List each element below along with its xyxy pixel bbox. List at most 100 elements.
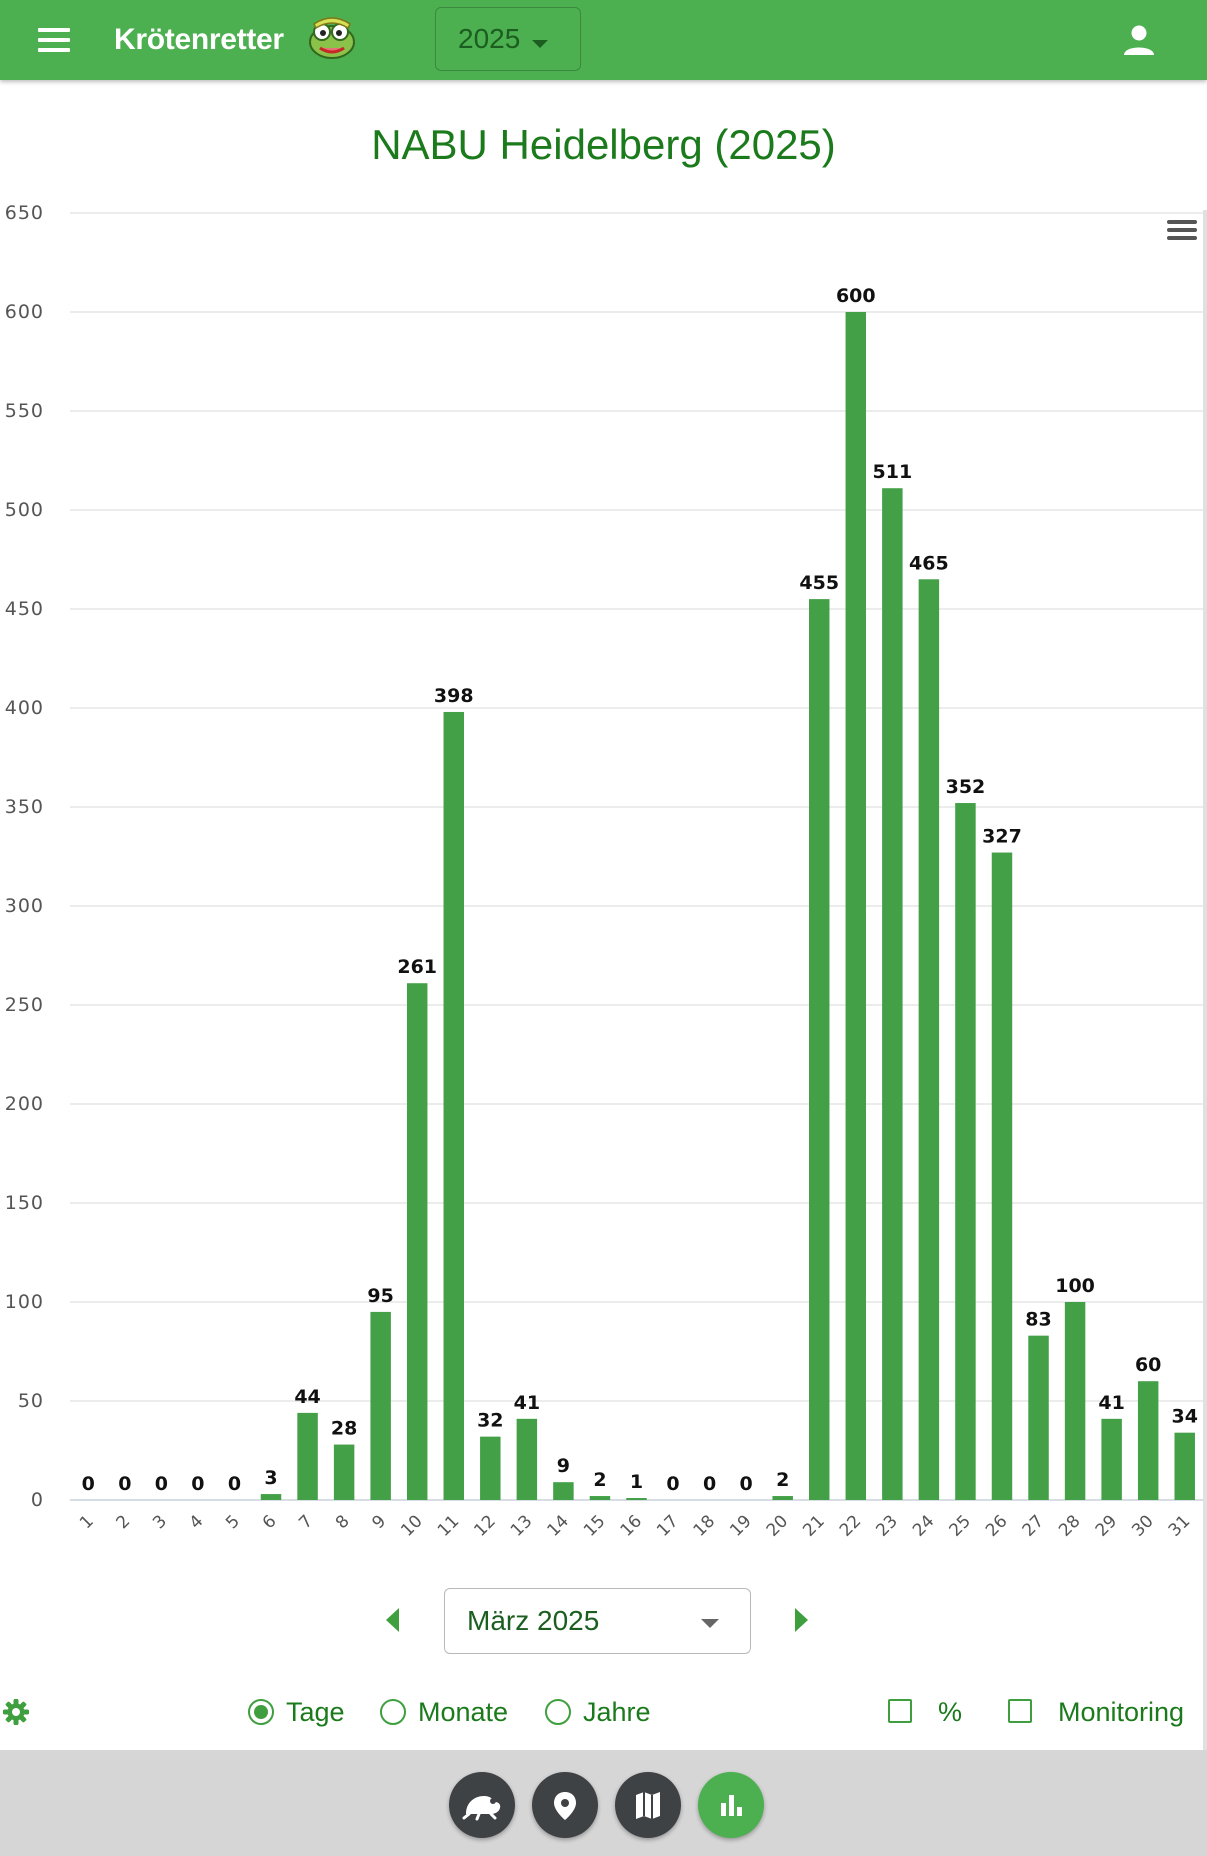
x-tick-label: 13 [507, 1511, 536, 1540]
radio-jahre-indicator[interactable] [545, 1699, 571, 1725]
data-label: 41 [514, 1392, 540, 1414]
x-tick-label: 21 [799, 1511, 828, 1540]
month-select[interactable]: März 2025 [444, 1588, 751, 1654]
y-tick-label: 600 [5, 301, 44, 323]
chart-title: NABU Heidelberg (2025) [371, 121, 836, 168]
location-pin-icon [554, 1792, 576, 1820]
radio-monate[interactable]: Monate [380, 1694, 520, 1730]
bar[interactable] [297, 1412, 318, 1500]
bar[interactable] [1028, 1335, 1049, 1500]
account-icon[interactable] [1121, 22, 1157, 58]
bar[interactable] [333, 1444, 355, 1500]
x-tick-label: 16 [617, 1511, 646, 1540]
bar[interactable] [918, 579, 940, 1500]
bar[interactable] [991, 852, 1013, 1500]
checkbox-monitoring[interactable]: Monitoring [1008, 1694, 1198, 1730]
data-label: 465 [909, 552, 949, 574]
menu-icon[interactable] [38, 28, 70, 52]
year-value: 2025 [458, 23, 521, 54]
bar[interactable] [1137, 1381, 1159, 1500]
chevron-down-icon [532, 40, 548, 48]
y-tick-label: 150 [5, 1192, 44, 1214]
data-label: 398 [434, 685, 474, 707]
x-tick-label: 24 [909, 1511, 938, 1540]
data-label: 0 [228, 1473, 241, 1495]
bar[interactable] [480, 1436, 501, 1500]
bar[interactable] [443, 711, 464, 1500]
bar[interactable] [882, 488, 903, 1501]
data-label: 100 [1055, 1275, 1095, 1297]
data-label: 600 [836, 285, 876, 307]
nav-location-button[interactable] [532, 1772, 598, 1838]
next-month-icon[interactable] [795, 1608, 808, 1632]
x-tick-label: 26 [982, 1511, 1011, 1540]
y-tick-label: 50 [18, 1390, 44, 1412]
radio-tage[interactable]: Tage [248, 1694, 348, 1730]
radio-monate-label: Monate [418, 1697, 509, 1727]
y-tick-label: 400 [5, 697, 44, 719]
data-label: 0 [118, 1473, 131, 1495]
x-tick-label: 27 [1019, 1511, 1048, 1540]
nav-statistics-button[interactable] [698, 1772, 764, 1838]
bottom-nav [0, 1750, 1207, 1856]
nav-map-button[interactable] [615, 1772, 681, 1838]
y-tick-label: 350 [5, 796, 44, 818]
x-tick-label: 5 [222, 1511, 244, 1533]
x-tick-label: 12 [470, 1511, 499, 1540]
data-label: 44 [294, 1386, 320, 1408]
bar[interactable] [1101, 1418, 1122, 1500]
y-tick-label: 200 [5, 1093, 44, 1115]
checkbox-percent[interactable]: % [888, 1694, 968, 1730]
bar[interactable] [260, 1494, 282, 1500]
gear-icon[interactable] [2, 1698, 30, 1726]
bar[interactable] [955, 803, 976, 1500]
bar[interactable] [589, 1496, 611, 1500]
bar[interactable] [809, 599, 830, 1500]
x-tick-label: 8 [332, 1511, 354, 1533]
x-tick-label: 9 [368, 1511, 390, 1533]
bar[interactable] [406, 983, 428, 1500]
x-tick-label: 1 [76, 1511, 98, 1533]
bar[interactable] [370, 1311, 391, 1500]
bar[interactable] [845, 312, 867, 1500]
x-tick-label: 20 [763, 1511, 792, 1540]
bar[interactable] [1064, 1302, 1086, 1500]
data-label: 34 [1171, 1406, 1197, 1428]
x-tick-label: 6 [259, 1511, 281, 1533]
chart-menu-icon[interactable] [1167, 220, 1197, 244]
data-label: 455 [799, 572, 839, 594]
chevron-down-icon [701, 1619, 719, 1628]
bar[interactable] [516, 1418, 538, 1500]
x-tick-label: 7 [295, 1511, 317, 1533]
map-icon [636, 1792, 660, 1819]
x-tick-label: 30 [1128, 1511, 1157, 1540]
x-tick-label: 18 [690, 1511, 719, 1540]
y-tick-label: 450 [5, 598, 44, 620]
radio-tage-indicator[interactable] [248, 1699, 274, 1725]
bar[interactable] [553, 1482, 574, 1500]
x-tick-label: 31 [1165, 1511, 1194, 1540]
x-tick-label: 4 [186, 1511, 208, 1533]
checkbox-percent-box[interactable] [888, 1699, 912, 1723]
bar[interactable] [626, 1498, 647, 1500]
x-tick-label: 11 [434, 1511, 463, 1540]
data-label: 83 [1025, 1309, 1051, 1331]
year-select[interactable]: 2025 [435, 7, 581, 71]
previous-month-icon[interactable] [386, 1608, 399, 1632]
data-label: 32 [477, 1410, 503, 1432]
bar-chart-icon [721, 1795, 742, 1816]
app-bar: Krötenretter 2025 [0, 0, 1207, 80]
x-tick-label: 23 [872, 1511, 901, 1540]
checkbox-monitoring-box[interactable] [1008, 1699, 1032, 1723]
data-label: 1 [630, 1471, 643, 1493]
scrollbar[interactable] [1203, 210, 1207, 1750]
bar[interactable] [772, 1496, 793, 1500]
x-tick-label: 10 [397, 1511, 426, 1540]
nav-toad-button[interactable] [449, 1772, 515, 1838]
checkbox-monitoring-label: Monitoring [1058, 1697, 1185, 1727]
radio-monate-indicator[interactable] [380, 1699, 406, 1725]
radio-jahre[interactable]: Jahre [545, 1694, 655, 1730]
bar-chart: 0501001502002503003504004505005506006500… [5, 202, 1203, 1541]
bar[interactable] [1174, 1432, 1195, 1500]
y-tick-label: 0 [31, 1489, 44, 1511]
